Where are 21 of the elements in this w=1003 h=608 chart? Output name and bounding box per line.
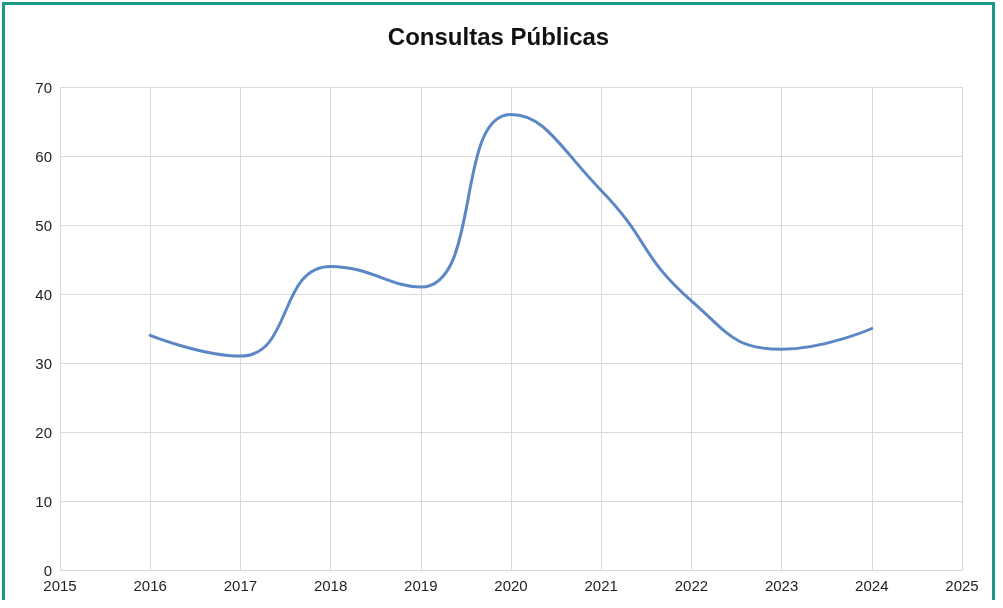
line-series — [148, 113, 874, 358]
y-tick-label: 60 — [35, 147, 52, 165]
y-tick-label: 30 — [35, 354, 52, 372]
x-tick-label: 2023 — [764, 577, 799, 594]
x-tick-label: 2015 — [43, 577, 77, 594]
x-tick-label: 2021 — [584, 577, 618, 594]
chart-title: Consultas Públicas — [387, 22, 610, 50]
x-tick-label: 2022 — [674, 577, 709, 594]
x-tick-label: 2016 — [133, 577, 167, 594]
x-tick-label: 2025 — [945, 577, 979, 594]
y-tick-label: 50 — [35, 216, 52, 234]
x-tick-label: 2019 — [404, 577, 438, 594]
x-tick-label: 2018 — [313, 577, 348, 594]
x-tick-label: 2020 — [494, 577, 528, 594]
y-tick-label: 20 — [35, 423, 52, 441]
y-tick-label: 10 — [35, 492, 52, 510]
x-tick-label: 2024 — [855, 577, 889, 594]
y-tick-label: 70 — [35, 78, 52, 96]
y-tick-label: 40 — [35, 285, 52, 303]
y-tick-label: 0 — [43, 561, 52, 579]
x-tick-label: 2017 — [223, 577, 258, 594]
